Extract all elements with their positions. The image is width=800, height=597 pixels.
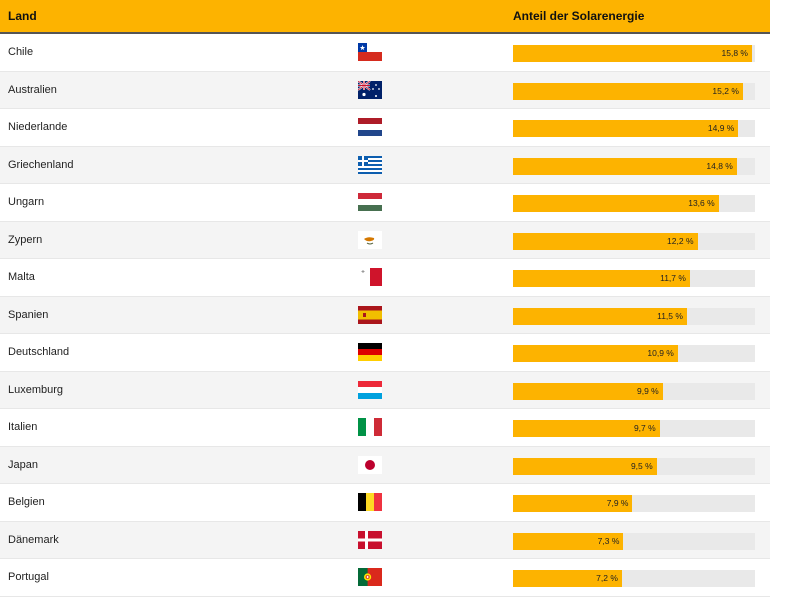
country-name: Italien [8, 421, 38, 433]
country-name: Dänemark [8, 533, 59, 546]
bar-value-label: 14,9 % [707, 123, 735, 133]
bar: 14,8 % [513, 157, 737, 175]
bar: 7,3 % [513, 532, 624, 550]
bar: 15,2 % [513, 82, 743, 100]
bar: 11,5 % [513, 307, 687, 325]
bar-value-label: 13,6 % [688, 198, 715, 208]
country-name: Deutschland [8, 346, 70, 358]
australia-flag-icon [358, 80, 382, 99]
hungary-flag-icon [358, 193, 382, 211]
bar-track: 10,9 % [513, 345, 755, 362]
bar: 7,2 % [513, 570, 622, 587]
table-row: Deutschland 10,9 % [0, 334, 770, 372]
chile-flag-icon [358, 43, 382, 61]
bar-track: 9,7 % [513, 420, 755, 437]
bar-track: 15,2 % [513, 82, 755, 100]
bar-track: 9,9 % [513, 382, 755, 400]
country-name: Malta [8, 271, 35, 283]
table-rows: Chile 15,8 % Australien 15,2 % Niederlande 14… [0, 34, 770, 597]
country-name: Niederlande [8, 121, 68, 133]
table-row: Zypern 12,2 % [0, 221, 770, 259]
bar: 9,5 % [513, 457, 657, 475]
bar-track: 7,9 % [513, 495, 755, 512]
malta-flag-icon [358, 268, 382, 286]
table-row: Spanien 11,5 % [0, 296, 770, 334]
bar-value-label: 7,9 % [606, 498, 629, 508]
bar: 15,8 % [513, 45, 752, 62]
table-row: Portugal 7,2 % [0, 559, 770, 597]
solar-share-table: Land Anteil der Solarenergie Chile 15,8 %… [0, 0, 770, 597]
spain-flag-icon [358, 305, 382, 324]
bar-value-label: 9,9 % [636, 385, 659, 396]
table-row: Griechenland 14,8 % [0, 146, 770, 184]
bar-track: 13,6 % [513, 195, 755, 212]
country-name: Griechenland [8, 158, 74, 171]
header-land: Land [8, 9, 37, 23]
country-name: Ungarn [8, 196, 45, 208]
bar-value-label: 12,2 % [667, 235, 694, 246]
bar-track: 14,8 % [513, 157, 755, 175]
bar-track: 9,5 % [513, 457, 755, 475]
country-name: Belgien [8, 496, 45, 508]
table-row: Luxemburg 9,9 % [0, 371, 770, 409]
table-row: Australien 15,2 % [0, 71, 770, 109]
bar-track: 14,9 % [513, 120, 755, 137]
table-row: Malta 11,7 % [0, 259, 770, 297]
country-name: Australien [8, 83, 57, 96]
table-row: Belgien 7,9 % [0, 484, 770, 522]
greece-flag-icon [358, 155, 382, 174]
germany-flag-icon [358, 343, 382, 361]
bar: 11,7 % [513, 270, 690, 287]
bar: 7,9 % [513, 495, 633, 512]
belgium-flag-icon [358, 493, 382, 511]
bar-value-label: 10,9 % [647, 348, 674, 358]
bar: 14,9 % [513, 120, 739, 137]
luxembourg-flag-icon [358, 380, 382, 399]
country-name: Zypern [8, 233, 43, 246]
bar-track: 11,5 % [513, 307, 755, 325]
bar: 13,6 % [513, 195, 719, 212]
country-name: Luxemburg [8, 383, 64, 396]
bar-track: 12,2 % [513, 232, 755, 250]
country-name: Japan [8, 458, 38, 471]
table-row: Niederlande 14,9 % [0, 109, 770, 147]
cyprus-flag-icon [358, 230, 382, 249]
bar: 9,7 % [513, 420, 660, 437]
table-row: Ungarn 13,6 % [0, 184, 770, 222]
denmark-flag-icon [358, 530, 382, 549]
table-header: Land Anteil der Solarenergie [0, 0, 770, 34]
bar-track: 11,7 % [513, 270, 755, 287]
bar-track: 7,3 % [513, 532, 755, 550]
bar-value-label: 15,8 % [721, 48, 748, 58]
table-row: Dänemark 7,3 % [0, 521, 770, 559]
bar-value-label: 11,5 % [657, 310, 683, 321]
bar-value-label: 7,3 % [597, 535, 620, 546]
bar: 12,2 % [513, 232, 698, 250]
bar: 10,9 % [513, 345, 678, 362]
country-name: Spanien [8, 308, 49, 321]
bar-value-label: 15,2 % [712, 85, 739, 96]
country-name: Portugal [8, 571, 49, 583]
bar-value-label: 11,7 % [660, 273, 686, 283]
bar-value-label: 9,5 % [630, 460, 653, 471]
table-row: Chile 15,8 % [0, 34, 770, 72]
header-solar-share: Anteil der Solarenergie [513, 9, 645, 23]
bar-track: 7,2 % [513, 570, 755, 587]
bar: 9,9 % [513, 382, 663, 400]
bar-track: 15,8 % [513, 45, 755, 62]
japan-flag-icon [358, 455, 382, 474]
portugal-flag-icon [358, 568, 382, 586]
bar-value-label: 14,8 % [706, 160, 733, 171]
italy-flag-icon [358, 418, 382, 436]
bar-value-label: 9,7 % [633, 423, 656, 433]
country-name: Chile [8, 46, 34, 58]
table-row: Italien 9,7 % [0, 409, 770, 447]
netherlands-flag-icon [358, 118, 382, 136]
table-row: Japan 9,5 % [0, 446, 770, 484]
bar-value-label: 7,2 % [596, 573, 618, 583]
